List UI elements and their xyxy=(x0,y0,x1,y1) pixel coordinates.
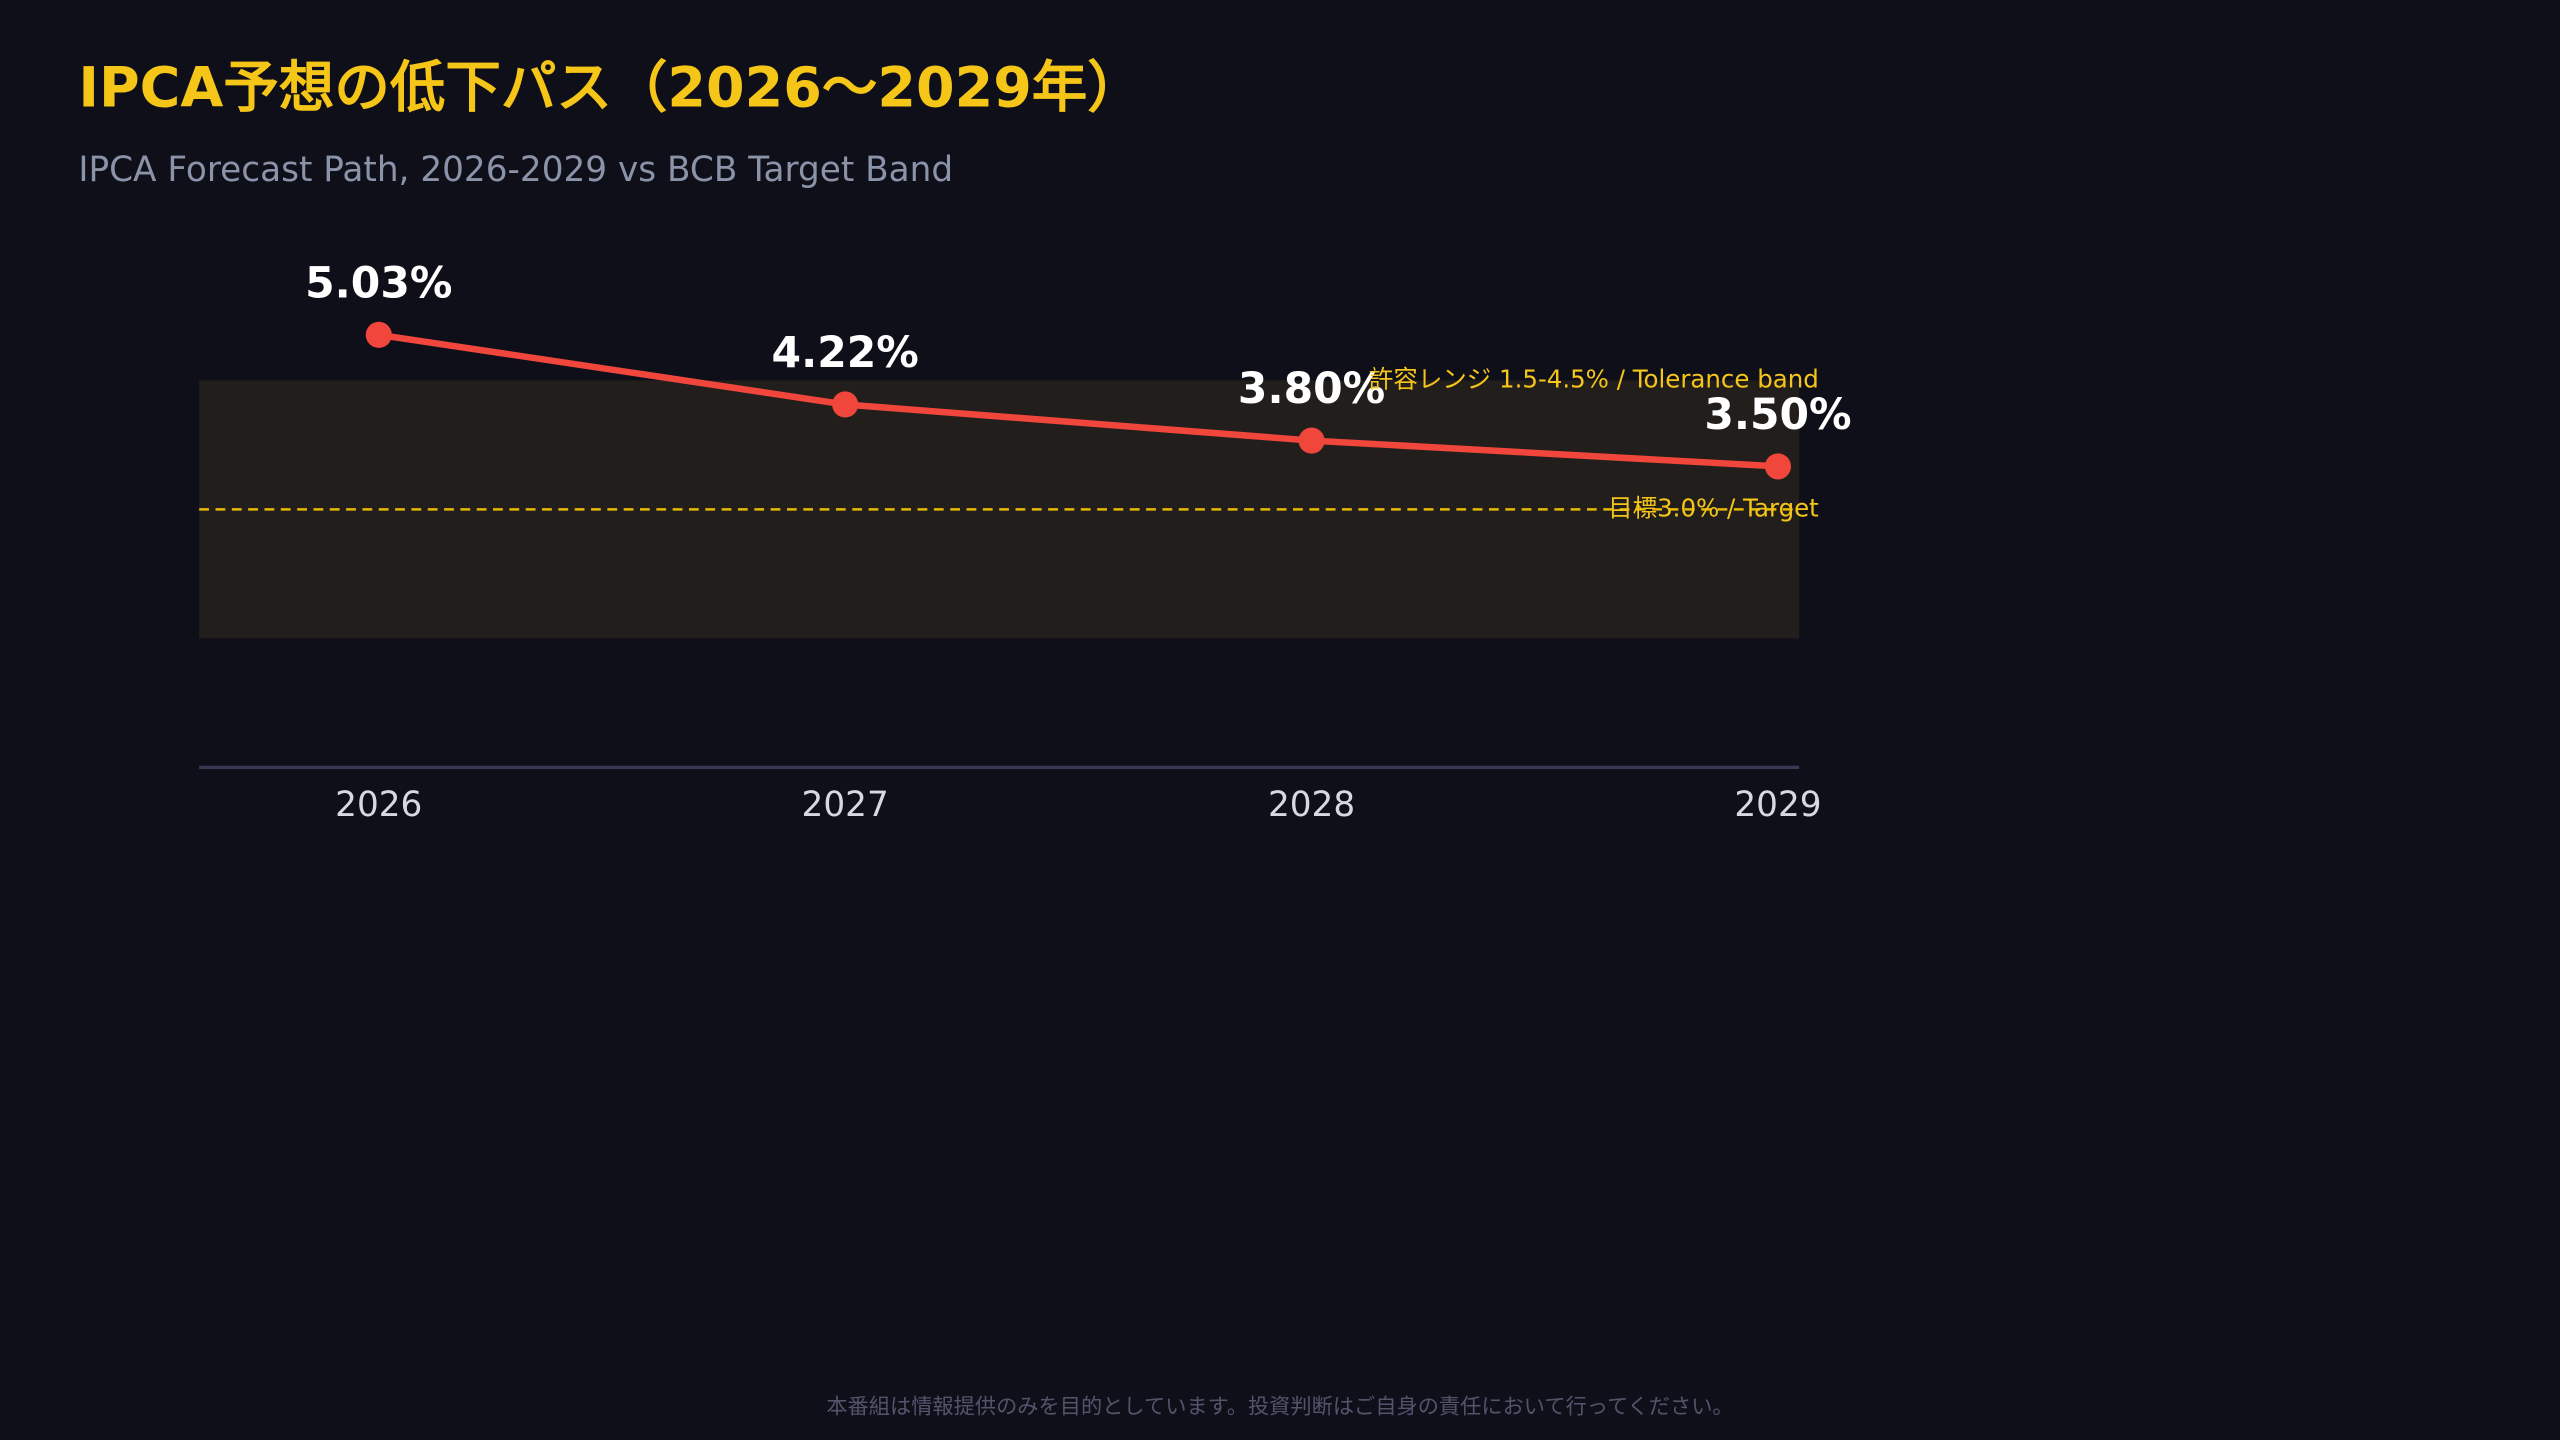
point xyxy=(1298,427,1325,454)
target-label: 目標3.0% / Target xyxy=(1608,493,1819,522)
point xyxy=(832,391,859,418)
chart-title: IPCA予想の低下パス（2026〜2029年） xyxy=(78,56,1142,121)
footer: 本番組は情報提供のみを目的としています。投資判断はご自身の責任において行ってくだ… xyxy=(826,1394,1733,1419)
data-label: 4.22% xyxy=(772,329,919,378)
x-tick-label: 2026 xyxy=(335,785,422,825)
data-label: 3.50% xyxy=(1704,391,1851,440)
chart-subtitle: IPCA Forecast Path, 2026-2029 vs BCB Tar… xyxy=(78,150,953,190)
band-label: 許容レンジ 1.5-4.5% / Tolerance band xyxy=(1369,364,1819,393)
point xyxy=(1764,453,1792,480)
data-label: 3.80% xyxy=(1238,365,1385,414)
data-label: 5.03% xyxy=(305,259,452,308)
point xyxy=(365,321,392,348)
x-tick-label: 2027 xyxy=(802,785,889,825)
series-line xyxy=(378,331,1779,470)
x-tick-label: 2029 xyxy=(1734,785,1821,825)
x-tick-label: 2028 xyxy=(1268,785,1355,825)
